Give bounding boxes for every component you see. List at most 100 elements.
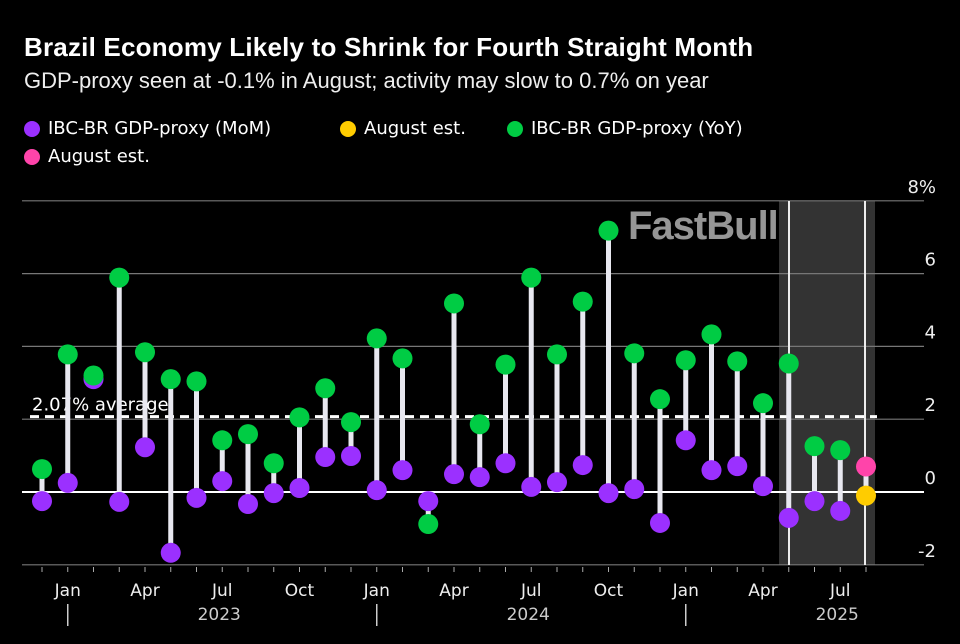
legend-label: IBC-BR GDP-proxy (YoY) <box>531 118 743 139</box>
point-yoy-2025-06 <box>804 436 825 457</box>
legend-swatch <box>340 120 356 137</box>
point-mom-2023-12 <box>341 445 361 466</box>
point-mom-2024-11 <box>624 479 645 500</box>
y-tick-label: 8% <box>907 177 936 198</box>
point-mom-2023-11 <box>315 447 336 468</box>
point-yoy-2023-02 <box>83 365 104 386</box>
point-mom-2023-01 <box>57 472 78 493</box>
point-yoy-2024-04 <box>444 293 464 314</box>
point-mom-2025-01 <box>675 430 696 451</box>
point-mom-2024-12 <box>650 512 670 533</box>
legend-mom-est: August est. <box>340 118 466 139</box>
point-yoy-2024-03 <box>418 514 439 535</box>
point-yoy-2023-01 <box>57 344 78 365</box>
legend-swatch <box>24 120 40 137</box>
point-yoy-2023-07 <box>212 430 233 451</box>
chart-subtitle: GDP-proxy seen at -0.1% in August; activ… <box>24 68 709 93</box>
point-yoy-2024-01 <box>366 328 387 349</box>
x-tick-label: Oct <box>594 581 624 601</box>
point-yoy-2024-11 <box>624 343 645 364</box>
x-tick-label: Jan <box>54 581 81 601</box>
y-tick-label: -2 <box>918 541 936 562</box>
point-mom-2022-12 <box>32 491 52 512</box>
point-yoy-2023-03 <box>109 267 130 288</box>
legend-swatch <box>24 148 40 165</box>
y-tick-label: 4 <box>925 322 936 343</box>
x-tick-label: Jul <box>829 581 851 601</box>
point-mom-2024-10 <box>598 483 619 504</box>
x-tick-label: Jan <box>363 581 390 601</box>
chart-title: Brazil Economy Likely to Shrink for Four… <box>24 32 754 62</box>
point-mom-2025-03 <box>727 456 748 477</box>
legend-yoy-est: August est. <box>24 146 150 167</box>
point-yoy-2023-04 <box>135 342 155 363</box>
point-yoy-2024-07 <box>521 267 542 288</box>
legend-label: August est. <box>364 118 466 139</box>
point-mom-2024-02 <box>392 460 413 481</box>
point-mom-2024-06 <box>495 453 516 474</box>
legend-mom: IBC-BR GDP-proxy (MoM) <box>24 118 271 139</box>
point-yoy-2023-08 <box>238 424 258 445</box>
y-tick-label: 2 <box>925 395 936 416</box>
x-tick-label: Apr <box>130 581 159 601</box>
legend-label: IBC-BR GDP-proxy (MoM) <box>48 118 272 139</box>
watermark-logo: FastBull <box>628 204 779 248</box>
point-yoy-2025-04 <box>753 393 773 414</box>
point-yoy-2024-08 <box>547 344 567 365</box>
legend-yoy: IBC-BR GDP-proxy (YoY) <box>507 118 743 139</box>
year-label: 2024 <box>507 605 550 625</box>
point-yoy-2025-02 <box>701 324 722 345</box>
point-yoy-2024-12 <box>650 389 670 410</box>
point-mom-2023-06 <box>186 487 207 508</box>
point-mom-2024-05 <box>469 467 490 488</box>
y-tick-label: 0 <box>925 468 936 489</box>
point-yoy-est-2025-08 <box>856 456 876 477</box>
point-mom-2024-07 <box>521 476 542 497</box>
legend-swatch <box>507 120 523 137</box>
point-yoy-2025-03 <box>727 351 748 372</box>
point-yoy-2023-10 <box>289 407 310 428</box>
year-label: 2025 <box>816 605 859 625</box>
point-mom-2024-04 <box>444 464 464 485</box>
average-label: 2.07% average <box>32 395 169 416</box>
point-mom-2024-01 <box>366 480 387 501</box>
point-mom-2025-05 <box>778 507 799 528</box>
point-mom-2023-08 <box>238 494 258 515</box>
point-yoy-2024-09 <box>572 291 593 312</box>
x-tick-label: Jul <box>211 581 233 601</box>
point-yoy-2023-05 <box>160 369 181 390</box>
x-tick-label: Apr <box>439 581 468 601</box>
point-yoy-2025-07 <box>830 440 851 461</box>
point-yoy-2024-10 <box>598 220 619 241</box>
forecast-shading <box>779 201 875 565</box>
point-yoy-2025-05 <box>778 353 799 374</box>
point-yoy-2023-09 <box>263 453 284 474</box>
point-mom-2024-08 <box>547 472 567 493</box>
point-mom-2023-07 <box>212 471 233 492</box>
point-yoy-2022-12 <box>32 459 52 480</box>
point-mom-2025-06 <box>804 491 825 512</box>
point-mom-2023-10 <box>289 477 310 498</box>
x-tick-label: Apr <box>748 581 777 601</box>
legend-label: August est. <box>48 146 150 167</box>
point-mom-2025-02 <box>701 460 722 481</box>
point-yoy-2023-12 <box>341 412 361 433</box>
point-mom-2023-09 <box>263 483 284 504</box>
point-mom-2023-03 <box>109 491 130 512</box>
point-mom-2024-03 <box>418 491 439 512</box>
point-yoy-2024-06 <box>495 354 516 375</box>
point-yoy-2023-06 <box>186 371 207 392</box>
point-yoy-2023-11 <box>315 378 336 399</box>
y-tick-label: 6 <box>925 250 936 271</box>
point-yoy-2025-01 <box>675 350 696 371</box>
point-yoy-2024-02 <box>392 348 413 369</box>
point-mom-est-2025-08 <box>856 485 876 506</box>
year-label: 2023 <box>198 605 241 625</box>
point-mom-2025-04 <box>753 476 773 497</box>
point-mom-2025-07 <box>830 500 851 521</box>
point-mom-2024-09 <box>572 455 593 476</box>
x-tick-label: Oct <box>285 581 315 601</box>
point-yoy-2024-05 <box>469 414 490 435</box>
point-mom-2023-04 <box>135 437 155 458</box>
